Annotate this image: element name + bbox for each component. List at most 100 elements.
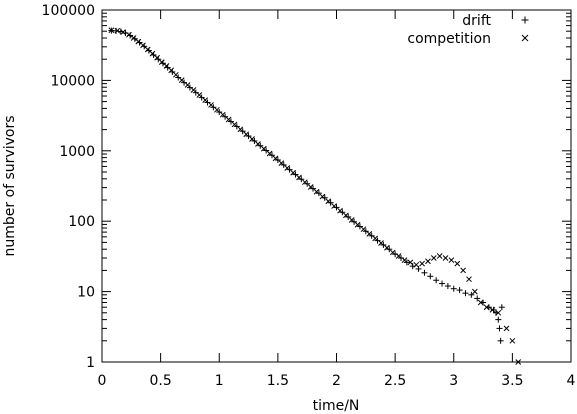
point-competition [360,226,367,233]
point-drift [339,209,346,216]
point-competition [173,71,179,78]
x-tick-label: 0 [98,373,107,389]
point-competition [178,77,185,83]
point-drift [444,283,451,290]
point-competition [319,193,326,200]
point-drift [327,199,334,206]
point-competition [343,212,349,219]
point-drift [450,285,457,292]
legend-label-competition: competition [407,31,491,47]
legend-marker-competition [521,34,529,42]
point-drift [321,194,328,201]
x-tick-label: 2 [332,373,341,389]
point-competition [489,307,496,313]
y-axis-ticks: 1 10 100 1000 10000 100000 [42,3,571,371]
x-tick-label: 4 [567,373,576,389]
point-competition [425,258,431,265]
x-tick-label: 3 [449,373,458,389]
point-drift [315,190,322,197]
point-competition [378,240,384,246]
point-drift [462,290,469,297]
point-competition [436,253,443,259]
point-competition [509,337,516,344]
point-competition [168,67,175,74]
point-competition [225,116,232,123]
point-drift [427,273,434,280]
point-competition [331,203,338,209]
y-tick-label: 1 [86,355,95,371]
point-drift [474,295,481,302]
point-competition [140,42,146,49]
y-axis-title: number of survivors [2,115,18,256]
point-competition [442,255,449,261]
point-competition [214,106,220,113]
point-competition [196,92,203,98]
point-competition [208,102,214,108]
point-drift [421,269,428,276]
point-competition [515,359,522,365]
series-drift [108,27,505,344]
point-drift [433,277,440,284]
point-competition [384,244,390,251]
point-competition [126,31,132,38]
point-competition [266,150,273,157]
point-competition [389,249,396,256]
point-competition [190,87,197,93]
point-competition [366,231,373,237]
point-competition [290,169,296,176]
point-competition [202,97,209,103]
legend-marker-drift [521,16,529,24]
point-competition [307,184,314,190]
point-competition [237,126,244,133]
legend-label-drift: drift [462,13,491,29]
point-competition [284,165,291,171]
x-tick-label: 3.5 [501,373,523,389]
point-competition [395,253,402,259]
point-competition [120,29,126,35]
point-competition [313,188,320,195]
point-competition [430,255,437,261]
point-competition [495,309,502,316]
point-drift [386,246,393,253]
y-tick-label: 100 [68,214,95,230]
point-drift [274,157,281,164]
point-competition [108,27,115,34]
y-tick-label: 10000 [50,73,95,89]
point-competition [149,50,156,57]
point-drift [113,27,120,34]
series-competition [108,27,522,365]
point-competition [460,267,466,274]
point-drift [496,325,503,332]
point-competition [278,160,285,166]
point-competition [354,221,361,228]
point-drift [175,74,182,81]
point-competition [158,59,165,65]
x-tick-label: 2.5 [384,373,406,389]
point-competition [472,288,478,295]
point-drift [439,280,446,287]
data-series [108,27,522,365]
point-competition [503,325,510,332]
x-tick-label: 0.5 [149,373,171,389]
point-competition [407,259,414,266]
point-competition [154,54,160,61]
point-competition [114,27,121,34]
point-competition [348,217,355,223]
point-competition [135,38,142,45]
point-competition [163,63,170,69]
y-tick-label: 1000 [59,144,95,160]
point-drift [456,287,463,294]
point-competition [219,111,226,118]
point-competition [249,136,255,142]
point-competition [231,121,238,128]
point-competition [337,207,343,214]
y-tick-label: 10 [77,285,95,301]
point-competition [419,260,425,267]
point-competition [325,198,332,205]
legend: drift competition [407,13,529,47]
x-tick-label: 1 [215,373,224,389]
point-drift [498,304,505,311]
point-competition [272,155,279,162]
